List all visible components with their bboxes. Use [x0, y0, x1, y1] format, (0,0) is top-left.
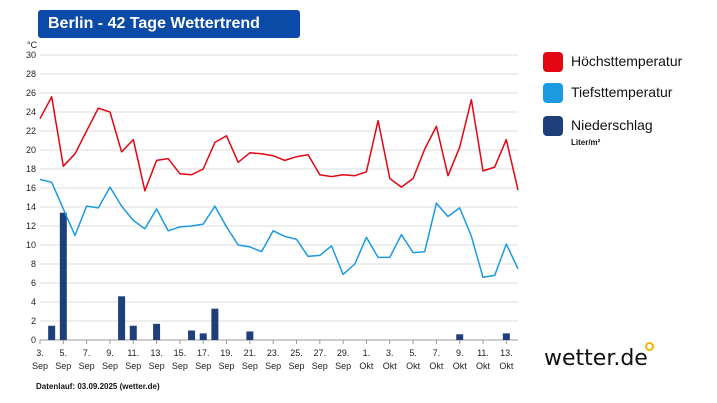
- x-tick-label-month: Okt: [383, 361, 398, 371]
- page-title: Berlin - 42 Tage Wettertrend: [48, 15, 260, 32]
- x-tick-label-month: Sep: [149, 361, 165, 371]
- y-tick-label: 16: [26, 183, 36, 193]
- y-tick-label: 30: [26, 50, 36, 60]
- x-tick-label-day: 17.: [197, 348, 210, 358]
- y-tick-label: 8: [31, 259, 36, 269]
- x-tick-label-day: 27.: [314, 348, 327, 358]
- x-tick-label-day: 25.: [290, 348, 303, 358]
- x-tick-label-month: Sep: [335, 361, 351, 371]
- x-tick-label-day: 9.: [456, 348, 464, 358]
- x-tick-label-day: 19.: [220, 348, 233, 358]
- x-tick-label-month: Okt: [476, 361, 491, 371]
- title-banner: Berlin - 42 Tage Wettertrend: [38, 10, 300, 38]
- precip-bar: [188, 330, 196, 340]
- x-tick-label-day: 5.: [60, 348, 68, 358]
- x-tick-label-month: Okt: [429, 361, 444, 371]
- x-tick-label-day: 3.: [386, 348, 394, 358]
- x-tick-label-month: Sep: [102, 361, 118, 371]
- y-tick-label: 6: [31, 278, 36, 288]
- x-tick-label-month: Sep: [219, 361, 235, 371]
- x-tick-label-day: 21.: [244, 348, 257, 358]
- precip-bar: [59, 212, 67, 340]
- legend-swatch-precip: [543, 116, 563, 136]
- x-tick-label-day: 7.: [433, 348, 441, 358]
- legend-label-high: Höchsttemperatur: [571, 53, 683, 69]
- legend-label-precip: Niederschlag: [571, 117, 653, 133]
- x-tick-label-month: Sep: [195, 361, 211, 371]
- legend-swatch-high: [543, 52, 563, 72]
- x-tick-label-month: Sep: [79, 361, 95, 371]
- y-tick-label: 12: [26, 221, 36, 231]
- y-tick-label: 26: [26, 88, 36, 98]
- x-tick-label-day: 3.: [36, 348, 44, 358]
- x-tick-label-month: Okt: [453, 361, 468, 371]
- precip-bar: [118, 296, 126, 340]
- y-tick-label: 0: [31, 335, 36, 345]
- x-tick-label-day: 5.: [409, 348, 417, 358]
- precip-bar: [129, 325, 137, 340]
- y-axis-unit: °C: [27, 40, 38, 50]
- wetter-de-logo[interactable]: wetter.de: [544, 346, 648, 371]
- x-tick-label-month: Sep: [242, 361, 258, 371]
- precip-bar: [153, 323, 161, 340]
- x-tick-label-month: Sep: [172, 361, 188, 371]
- x-tick-label-day: 13.: [500, 348, 513, 358]
- x-tick-label-month: Okt: [499, 361, 514, 371]
- y-tick-label: 4: [31, 297, 36, 307]
- series-line-low: [39, 178, 519, 279]
- x-tick-label-day: 11.: [477, 348, 489, 358]
- precip-bar: [199, 333, 207, 340]
- x-tick-label-month: Sep: [288, 361, 304, 371]
- y-tick-label: 2: [31, 316, 36, 326]
- x-tick-label-day: 13.: [150, 348, 163, 358]
- y-tick-label: 20: [26, 145, 36, 155]
- x-tick-label-month: Sep: [32, 361, 48, 371]
- x-tick-label-day: 29.: [337, 348, 350, 358]
- x-tick-label-month: Okt: [359, 361, 374, 371]
- logo-dot-icon: [645, 342, 654, 351]
- precip-bar: [246, 331, 254, 340]
- legend-label-low: Tiefsttemperatur: [571, 84, 673, 100]
- legend-swatch-low: [543, 83, 563, 103]
- precip-bar: [456, 334, 464, 340]
- y-tick-label: 24: [26, 107, 36, 117]
- x-tick-label-day: 7.: [83, 348, 91, 358]
- y-tick-label: 22: [26, 126, 36, 136]
- y-tick-label: 14: [26, 202, 36, 212]
- x-tick-label-month: Sep: [265, 361, 281, 371]
- x-tick-label-day: 15.: [174, 348, 187, 358]
- precip-bar: [502, 333, 510, 340]
- x-tick-label-day: 23.: [267, 348, 280, 358]
- y-tick-label: 18: [26, 164, 36, 174]
- y-tick-label: 28: [26, 69, 36, 79]
- x-tick-label-day: 9.: [106, 348, 114, 358]
- y-tick-label: 10: [26, 240, 36, 250]
- x-tick-label-day: 1.: [363, 348, 371, 358]
- precip-bar: [211, 308, 219, 340]
- legend-unit-precip: Liter/m²: [571, 138, 601, 147]
- x-tick-label-day: 11.: [127, 348, 139, 358]
- x-tick-label-month: Sep: [125, 361, 141, 371]
- precip-bar: [48, 325, 56, 340]
- x-tick-label-month: Okt: [406, 361, 421, 371]
- x-tick-label-month: Sep: [55, 361, 71, 371]
- data-run-footnote: Datenlauf: 03.09.2025 (wetter.de): [36, 382, 160, 391]
- x-tick-label-month: Sep: [312, 361, 328, 371]
- series-line-high: [39, 96, 519, 192]
